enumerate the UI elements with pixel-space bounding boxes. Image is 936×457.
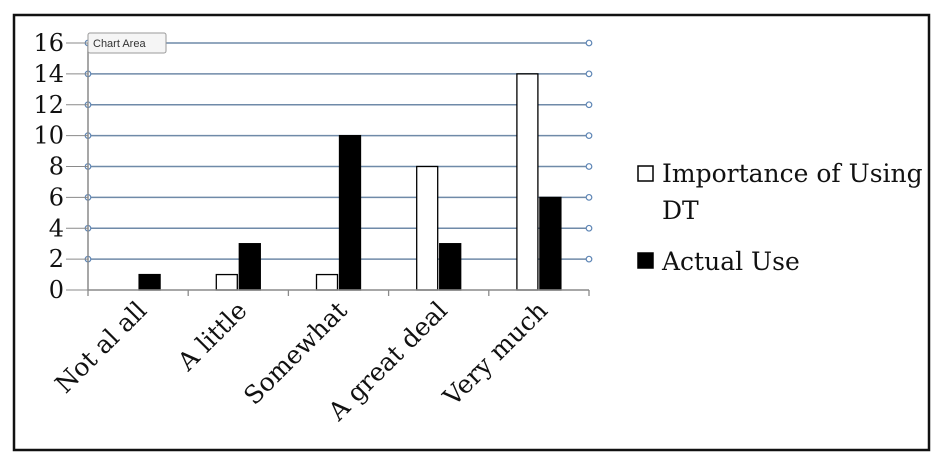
legend-swatch [637,252,654,269]
bar-actual-use [138,273,161,291]
y-tick-label: 2 [49,245,64,273]
axes [66,42,590,296]
bar-importance [516,73,539,291]
y-tick-labels: 0 2 4 68 10 12 14 16 [33,29,64,304]
tooltip-label: Chart Area [93,38,146,50]
y-tick-label: 0 [49,276,64,304]
bar-actual-use [238,243,261,291]
legend-label: Actual Use [661,247,800,276]
legend: Importance of Using DT Actual Use [637,159,923,276]
y-tick-label: 6 [49,183,64,211]
bar-importance [416,165,439,291]
bar-actual-use [439,243,462,291]
selection-handle[interactable] [585,163,593,170]
y-tick-label: 4 [49,214,64,242]
legend-swatch [637,165,654,182]
y-tick-label: 8 [49,153,64,181]
y-tick-label: 16 [33,29,64,57]
selection-handle[interactable] [585,70,593,78]
selection-handle[interactable] [585,101,593,109]
bar-importance [315,273,339,291]
tooltip-box [87,32,167,54]
selection-handle[interactable] [585,224,593,232]
selection-handle[interactable] [585,255,593,263]
chart-area-tooltip: Chart Area [87,32,167,54]
legend-label: Importance of Using [662,159,923,188]
legend-label: DT [662,196,699,225]
selection-handle[interactable] [585,39,593,47]
bar-importance [215,273,238,291]
y-tick-label: 10 [33,122,64,150]
selection-handle[interactable] [585,193,593,201]
y-tick-label: 12 [33,91,64,119]
y-tick-label: 14 [33,60,64,88]
chart-frame [12,13,931,452]
bars [138,73,562,291]
bar-actual-use [539,196,562,291]
bar-actual-use [338,134,362,291]
selection-handle[interactable] [585,132,593,140]
